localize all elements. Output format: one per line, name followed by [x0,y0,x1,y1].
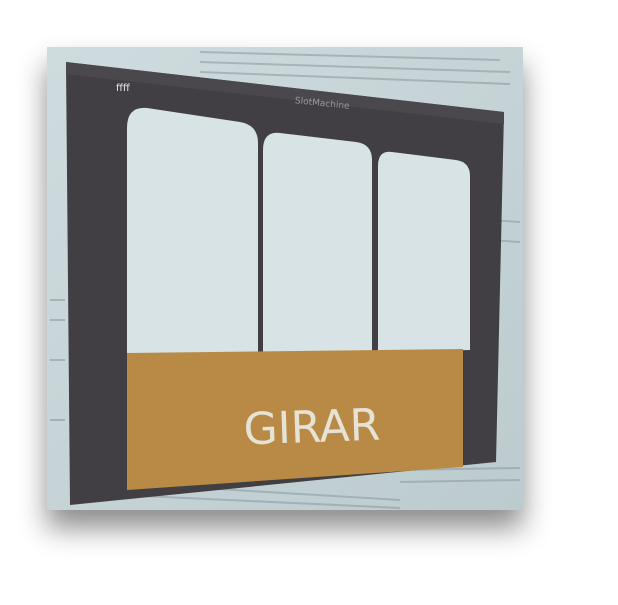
reel [127,107,258,356]
window-label: ffff [116,83,131,94]
reel [378,151,470,352]
spin-button[interactable] [127,349,463,490]
spin-button-label[interactable]: GIRAR [243,400,381,456]
title-bar [66,62,504,124]
reel [263,132,372,354]
